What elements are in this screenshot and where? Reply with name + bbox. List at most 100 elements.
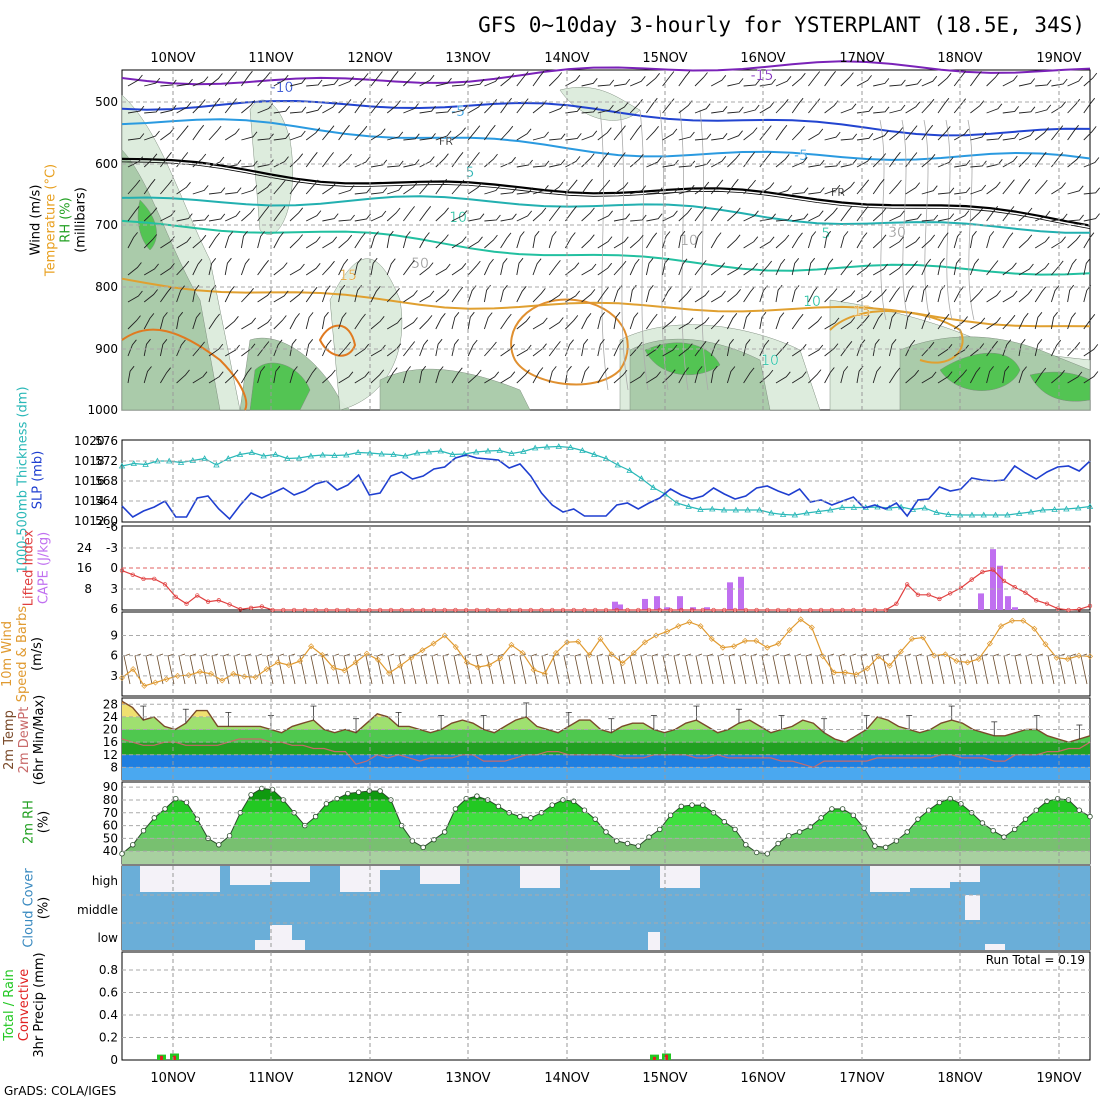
lifted-index-point <box>216 598 221 603</box>
wind-barb <box>1034 262 1050 276</box>
wind-barb <box>775 124 788 141</box>
wind-barb <box>808 71 821 87</box>
date-label-top: 19NOV <box>1036 51 1081 66</box>
wind-barb <box>1067 185 1084 195</box>
date-label-bottom: 10NOV <box>150 1071 195 1086</box>
wind-barb <box>581 106 598 114</box>
lifted-index-point <box>593 607 598 613</box>
wind-barb <box>727 178 739 195</box>
ylabel-text: Lifted Index <box>22 529 37 606</box>
lifted-index-point <box>679 607 684 613</box>
surface-barb <box>651 653 659 685</box>
surface-barb <box>1014 653 1022 685</box>
wind-barb <box>824 207 838 222</box>
wind-barb <box>629 99 643 114</box>
wind-barb <box>419 179 432 195</box>
surface-barb <box>827 653 835 685</box>
wind-barb <box>370 344 386 357</box>
lifted-index-point <box>324 607 329 613</box>
wind-barb <box>435 207 449 222</box>
y-tick-label: 12 <box>103 748 118 762</box>
rh-point <box>990 827 996 834</box>
contour-label: 5 <box>466 165 475 181</box>
wind-barb <box>937 258 945 276</box>
rh-contour <box>901 119 909 321</box>
wind-barb <box>970 184 987 195</box>
wind-speed-point <box>130 666 137 673</box>
wind-barb <box>549 133 566 141</box>
wind-speed-point <box>1009 617 1016 624</box>
thickness-point <box>980 511 987 518</box>
wind-barb <box>905 285 914 303</box>
wind-barb <box>176 101 192 114</box>
lifted-index-point <box>313 607 318 613</box>
wind-barb <box>1034 339 1043 357</box>
wind-barb <box>970 131 987 141</box>
wind-barb <box>629 258 640 276</box>
wind-barb <box>565 206 577 222</box>
wind-barb <box>856 232 868 249</box>
wind-barb <box>419 74 435 87</box>
series-slp <box>121 454 1091 521</box>
y-tick-label: 800 <box>95 280 118 294</box>
wind-speed-point <box>664 628 671 635</box>
wind-barb <box>873 106 890 114</box>
wind-barb <box>354 213 371 222</box>
wind-barb <box>176 339 186 357</box>
rh-point <box>420 844 426 851</box>
wind-barb <box>516 187 534 195</box>
panel-ylabel-rh2m: 2m RH (%) <box>22 800 52 844</box>
wind-barb <box>840 181 855 195</box>
wind-barb <box>937 313 950 330</box>
y-tick-label: 8 <box>110 760 118 774</box>
wind-barb <box>662 210 678 222</box>
y-tick-label-right: 1012 <box>74 514 105 528</box>
lifted-index-point <box>797 607 802 613</box>
cape-bar <box>612 601 618 610</box>
wind-barb <box>516 257 524 276</box>
wind-barb <box>516 316 531 330</box>
wind-barb <box>516 71 529 87</box>
wind-barb <box>581 130 598 141</box>
wind-barb <box>953 257 961 276</box>
wind-barb <box>208 213 226 222</box>
wind-barb <box>273 105 291 114</box>
wind-barb <box>289 289 304 303</box>
wind-barb <box>1051 125 1064 141</box>
wind-barb <box>629 234 644 249</box>
thickness-point <box>791 511 799 518</box>
lifted-index-point <box>894 601 899 606</box>
panel-ylabel-temp2m: 2m Temp 2m DewPt (6hr Min/Max) <box>2 695 47 785</box>
credit-label: GrADS: COLA/IGES <box>4 1084 116 1098</box>
thickness-point <box>496 447 503 453</box>
wind-speed-point <box>964 659 971 666</box>
wind-speed-point <box>586 652 593 659</box>
thickness-point <box>484 447 492 454</box>
wind-barb <box>257 317 273 330</box>
date-label-top: 18NOV <box>937 51 982 66</box>
y-tick-label: 900 <box>95 342 118 356</box>
wind-barb <box>289 338 297 357</box>
wind-speed-point <box>475 664 482 671</box>
wind-barb <box>710 179 724 195</box>
surface-barb <box>882 653 890 685</box>
y-tick-label: 572 <box>95 454 118 468</box>
thickness-point <box>413 449 421 456</box>
y-tick-label: 20 <box>103 723 118 737</box>
wind-barb <box>225 187 242 195</box>
wind-barb <box>662 98 675 114</box>
y-tick-label-right: 1014 <box>74 494 105 508</box>
high-cloud-block <box>870 866 910 892</box>
lifted-index-point <box>1044 601 1050 606</box>
wind-barb <box>824 131 841 141</box>
wind-barb <box>1083 258 1091 276</box>
thickness-point <box>614 461 621 468</box>
wind-barb <box>224 316 239 330</box>
y-tick-label: 564 <box>95 494 118 508</box>
thickness-point <box>402 452 409 459</box>
wind-barb <box>548 317 564 330</box>
wind-barb <box>257 231 265 249</box>
rh-point <box>1033 807 1039 813</box>
cape-bar <box>617 604 623 610</box>
wind-barb <box>354 73 369 87</box>
